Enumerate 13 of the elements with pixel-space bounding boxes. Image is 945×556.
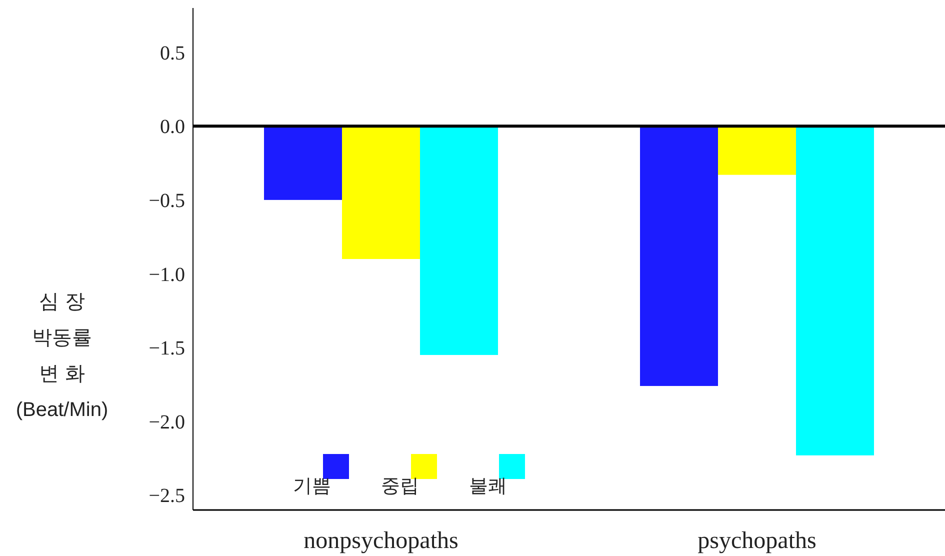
y-tick-label: −1.0 <box>148 264 185 286</box>
y-tick-label: −2.5 <box>148 485 185 508</box>
y-tick-label: −0.5 <box>148 190 185 212</box>
x-tick-label: nonpsychopaths <box>304 528 458 554</box>
y-axis-title: 심 장 박동률 변 화 (Beat/Min) <box>16 291 108 421</box>
y-tick-label: 0.0 <box>160 116 185 138</box>
y-tick-label: 0.5 <box>160 42 185 64</box>
legend-label: 불쾌 <box>469 476 507 497</box>
x-tick-label: psychopaths <box>698 528 816 554</box>
legend-label: 중립 <box>381 476 419 497</box>
y-tick-label: −1.5 <box>148 338 185 360</box>
legend-label: 기쁨 <box>293 476 331 497</box>
y-tick-label: −2.0 <box>148 411 185 434</box>
